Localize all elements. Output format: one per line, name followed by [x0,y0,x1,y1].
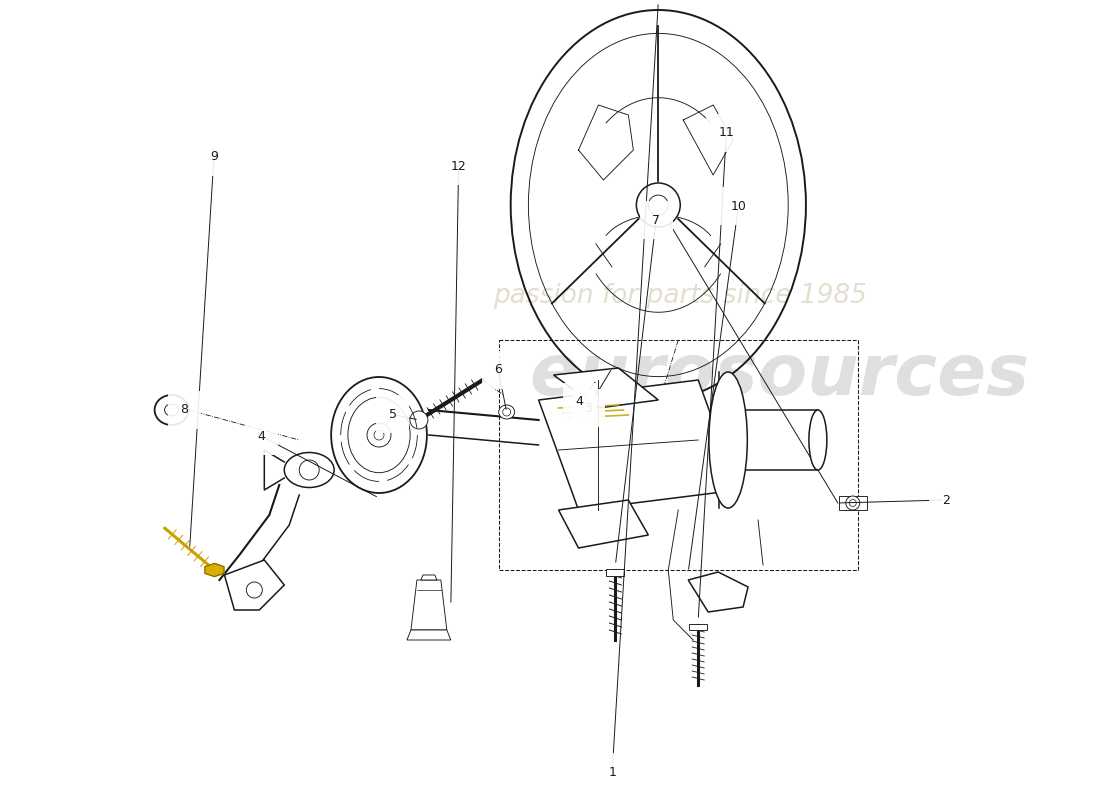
Text: 5: 5 [388,408,397,421]
Text: passion for parts since 1985: passion for parts since 1985 [493,283,867,309]
Polygon shape [553,368,658,408]
Ellipse shape [331,377,427,493]
Text: 4: 4 [257,430,265,442]
Ellipse shape [808,410,827,470]
Text: 11: 11 [718,126,734,139]
Polygon shape [224,560,284,610]
Polygon shape [559,500,648,548]
Polygon shape [407,630,451,640]
Ellipse shape [348,398,410,473]
Text: 2: 2 [942,494,949,506]
Polygon shape [539,380,738,510]
Circle shape [846,496,860,510]
Ellipse shape [708,372,747,508]
Polygon shape [205,563,224,577]
Circle shape [410,411,428,429]
Circle shape [299,460,319,480]
Text: 12: 12 [451,160,466,173]
Ellipse shape [155,395,188,425]
FancyBboxPatch shape [839,496,867,510]
Ellipse shape [498,405,515,419]
Text: 8: 8 [180,403,188,416]
Polygon shape [411,580,447,630]
Bar [606,569,625,576]
Text: 9: 9 [210,150,218,163]
Bar [690,624,707,630]
Text: eurosources: eurosources [529,342,1028,410]
Ellipse shape [284,453,334,487]
Text: 4: 4 [575,395,583,408]
Text: 3: 3 [584,402,592,414]
Text: 10: 10 [730,200,746,213]
Polygon shape [689,572,748,612]
Text: 1: 1 [608,766,616,778]
Text: 7: 7 [652,214,660,226]
Polygon shape [421,575,437,580]
Circle shape [637,183,680,227]
Text: 6: 6 [494,363,502,376]
